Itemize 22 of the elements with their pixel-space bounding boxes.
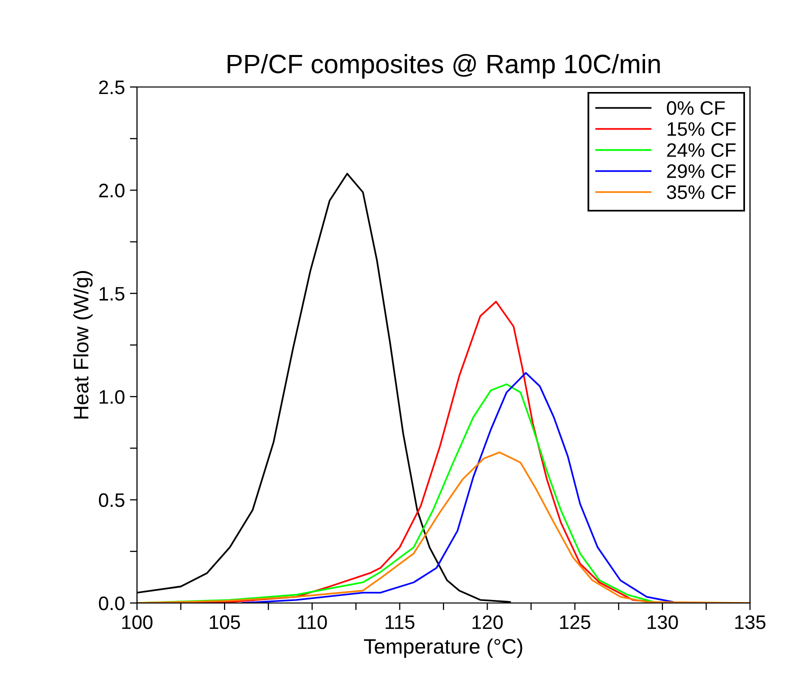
y-tick-label: 0.0	[98, 596, 124, 610]
x-tick-label: 100	[122, 615, 152, 630]
legend-label: 24% CF	[667, 143, 736, 157]
legend-label: 29% CF	[667, 164, 736, 178]
x-tick-label: 105	[210, 615, 240, 630]
legend-label: 15% CF	[668, 122, 736, 136]
y-tick-label: 2.0	[99, 184, 124, 198]
x-tick-label: 135	[735, 615, 766, 630]
legend-label: 35% CF	[666, 185, 736, 200]
x-tick-label: 125	[560, 615, 590, 630]
x-tick-label: 115	[386, 616, 414, 630]
y-tick-label: 2.5	[99, 80, 124, 94]
x-tick-label: 120	[472, 615, 503, 630]
y-tick-label: 0.5	[98, 493, 124, 508]
y-axis-title: Heat Flow (W/g)	[73, 271, 93, 419]
x-tick-label: 110	[298, 615, 327, 630]
y-tick-label: 1.0	[100, 390, 124, 404]
x-axis-title: Temperature (°C)	[364, 638, 522, 658]
chart-title: PP/CF composites @ Ramp 10C/min	[228, 54, 660, 79]
legend-label: 0% CF	[666, 101, 725, 115]
x-tick-label: 130	[648, 615, 678, 630]
y-tick-label: 1.5	[100, 287, 124, 301]
